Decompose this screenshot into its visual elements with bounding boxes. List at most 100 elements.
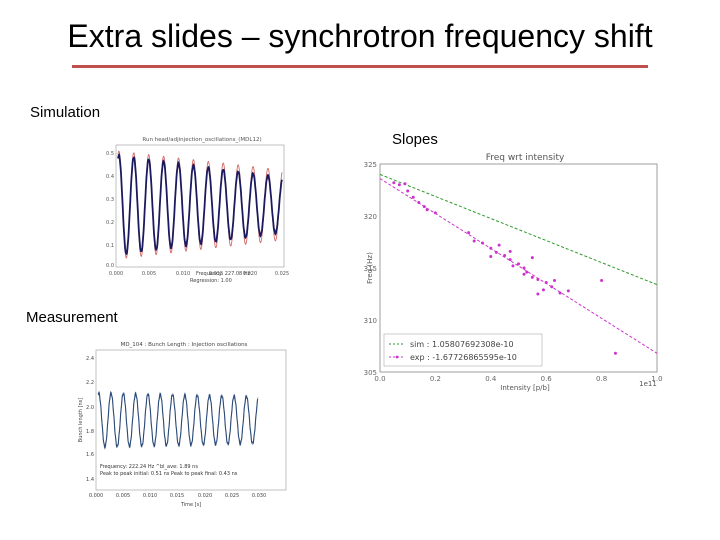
slopes-ytick: 320 [364,213,377,221]
exp-data-point [406,189,410,193]
meas-ytick: 1.6 [86,452,94,458]
simulation-label: Simulation [30,104,101,121]
simulation-plot-title: Run head/adjinjection_oscillations_(MDL1… [142,137,261,143]
exp-data-point [530,275,534,279]
exp-data-point [522,272,526,276]
simulation-plot-svg: Run head/adjinjection_oscillations_(MDL1… [106,137,289,284]
slopes-xtick: 0.8 [596,375,607,383]
slopes-xtick: 0.6 [541,375,553,383]
meas-xtick: 0.005 [116,493,130,499]
sim-xtick: 0.005 [142,271,156,277]
slopes-ytick: 315 [364,265,377,273]
measurement-annotation-peak: Peak to peak initial: 0.51 ns Peak to pe… [100,471,238,477]
exp-data-point [422,205,426,209]
exp-data-point [536,292,540,296]
slopes-ytick: 310 [364,317,377,325]
meas-xtick: 0.015 [170,493,184,499]
exp-data-point [566,289,570,293]
slide-title: Extra slides – synchrotron frequency shi… [67,18,653,54]
exp-data-point [503,254,507,258]
meas-xtick: 0.030 [252,493,266,499]
slopes-chart: Freq wrt intensity Freq (Hz) Intensity [… [358,150,670,400]
exp-data-point [425,208,429,212]
sim-xtick: 0.020 [243,271,257,277]
meas-xtick: 0.000 [89,493,103,499]
exp-data-point [553,278,557,282]
exp-data-point [494,250,498,254]
measurement-xlabel: Time [s] [180,502,201,508]
exp-data-point [411,195,415,199]
exp-data-point [550,285,554,289]
title-underline [72,65,648,68]
slopes-xtick: 0.0 [374,375,385,383]
sim-xtick: 0.015 [209,271,223,277]
slopes-ytick: 305 [364,369,377,377]
meas-ytick: 2.4 [86,356,94,362]
exp-data-point [480,241,484,245]
slopes-xtick: 0.2 [430,375,441,383]
measurement-plot-svg: MD_104 : Bunch Length : Injection oscill… [78,342,287,508]
sim-xtick: 0.010 [176,271,190,277]
sim-xtick: 0.000 [109,271,123,277]
sim-ytick: 0.4 [106,174,114,180]
slopes-legend: sim : 1.05807692308e-10 exp : -1.6772686… [383,333,543,367]
sim-ytick: 0.2 [106,220,114,226]
exp-data-point [417,200,421,204]
sim-ytick: 0.3 [106,197,114,203]
legend-exp-label: exp : -1.67726865595e-10 [410,353,517,362]
sim-xtick: 0.025 [275,271,289,277]
measurement-plot-title: MD_104 : Bunch Length : Injection oscill… [121,342,248,348]
sim-ytick: 0.5 [106,151,114,157]
exp-data-point [403,182,407,186]
exp-data-point [489,255,493,259]
simulation-annotation-frequency: Frequency: 227.08 Hz [196,271,251,277]
meas-ytick: 1.8 [86,429,94,435]
legend-sim-label: sim : 1.05807692308e-10 [410,340,514,349]
slopes-chart-title: Freq wrt intensity [486,153,565,163]
meas-xtick: 0.010 [143,493,157,499]
simulation-annotation-regression: Regression: 1.00 [190,278,232,284]
exp-data-point [558,291,562,295]
simulation-plot: Run head/adjinjection_oscillations_(MDL1… [92,133,290,289]
exp-data-point [536,277,540,281]
exp-data-point [433,211,437,215]
exp-data-point [530,256,534,260]
meas-ytick: 2.2 [86,380,94,386]
slopes-ylabel: Freq (Hz) [366,252,374,284]
exp-data-point [613,351,617,355]
meas-ytick: 1.4 [86,477,94,483]
slopes-label: Slopes [392,131,438,148]
exp-data-point [467,231,471,235]
exp-data-point [522,266,526,270]
exp-data-point [508,258,512,262]
exp-data-point [544,281,548,285]
sim-ytick: 0.0 [106,263,114,269]
measurement-annotation-frequency: Frequency: 222.24 Hz ^bl_ave: 1.89 ns [100,464,198,470]
meas-ytick: 2.0 [86,405,94,411]
exp-data-point [472,239,476,243]
exp-data-point [392,181,396,185]
slopes-x-exponent: 1e11 [639,380,657,388]
measurement-ylabel: Bunch length [ns] [78,398,84,443]
exp-data-point [525,270,529,274]
measurement-plot-frame [95,349,287,491]
meas-xtick: 0.025 [225,493,239,499]
legend-exp-marker [395,355,399,359]
slopes-xtick: 0.4 [485,375,497,383]
measurement-data-curve [97,390,259,450]
measurement-plot: MD_104 : Bunch Length : Injection oscill… [76,338,292,510]
meas-xtick: 0.020 [198,493,212,499]
slopes-chart-svg: Freq wrt intensity Freq (Hz) Intensity [… [364,153,663,392]
exp-data-point [508,249,512,253]
legend-box [383,333,543,367]
sim-ytick: 0.1 [106,243,114,249]
slopes-xlabel: Intensity [p/b] [500,384,550,392]
measurement-label: Measurement [26,309,118,326]
exp-data-point [517,262,520,266]
exp-data-point [541,288,545,292]
simulation-data-curve [117,153,283,256]
slopes-ytick: 325 [364,161,377,169]
slopes-xtick: 1.0 [651,375,662,383]
exp-fit-line [379,178,658,354]
exp-data-point [511,264,515,268]
